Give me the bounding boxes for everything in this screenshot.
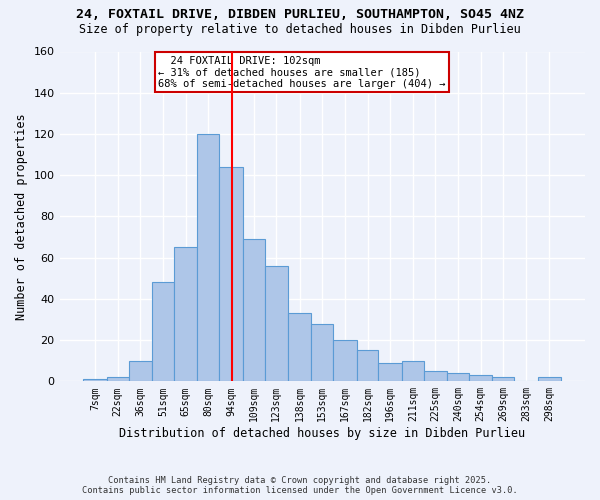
Bar xyxy=(311,324,333,382)
Bar xyxy=(128,360,152,382)
Bar xyxy=(538,377,561,382)
Bar xyxy=(447,373,469,382)
Bar xyxy=(107,377,128,382)
Text: Contains HM Land Registry data © Crown copyright and database right 2025.
Contai: Contains HM Land Registry data © Crown c… xyxy=(82,476,518,495)
X-axis label: Distribution of detached houses by size in Dibden Purlieu: Distribution of detached houses by size … xyxy=(119,427,526,440)
Y-axis label: Number of detached properties: Number of detached properties xyxy=(15,113,28,320)
Bar xyxy=(493,377,514,382)
Bar xyxy=(288,314,311,382)
Bar xyxy=(379,363,402,382)
Bar xyxy=(469,375,493,382)
Text: 24 FOXTAIL DRIVE: 102sqm  
← 31% of detached houses are smaller (185)
68% of sem: 24 FOXTAIL DRIVE: 102sqm ← 31% of detach… xyxy=(158,56,446,89)
Bar xyxy=(174,248,197,382)
Bar xyxy=(197,134,219,382)
Bar xyxy=(265,266,288,382)
Text: Size of property relative to detached houses in Dibden Purlieu: Size of property relative to detached ho… xyxy=(79,22,521,36)
Bar xyxy=(333,340,356,382)
Bar xyxy=(242,239,265,382)
Bar xyxy=(152,282,174,382)
Text: 24, FOXTAIL DRIVE, DIBDEN PURLIEU, SOUTHAMPTON, SO45 4NZ: 24, FOXTAIL DRIVE, DIBDEN PURLIEU, SOUTH… xyxy=(76,8,524,20)
Bar xyxy=(424,371,447,382)
Bar xyxy=(219,167,242,382)
Bar xyxy=(83,380,107,382)
Bar xyxy=(356,350,379,382)
Bar xyxy=(402,360,424,382)
